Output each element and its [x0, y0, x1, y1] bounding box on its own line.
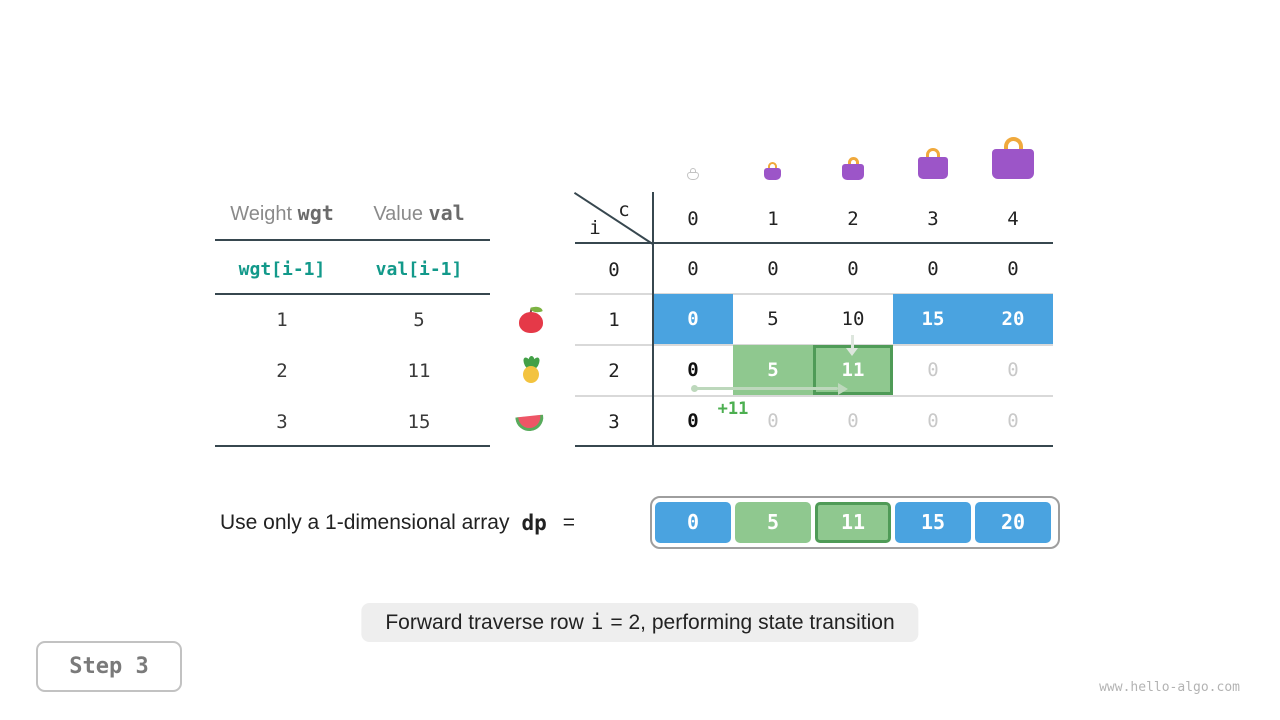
pineapple-body: [523, 366, 539, 383]
bag-handle: [847, 157, 859, 165]
item-value-1: 5: [413, 309, 425, 331]
dp-cell-0-3: 0: [927, 258, 939, 280]
grid-line: [575, 395, 1053, 397]
dp-cell-2-4: 0: [1007, 359, 1019, 381]
item-value-3: 15: [407, 411, 431, 433]
dp-cell-1-4: 20: [973, 294, 1053, 344]
status-text-post: = 2, performing state transition: [610, 611, 895, 634]
traverse-arrow-line: [695, 387, 838, 390]
wgt-code-label: wgt: [297, 201, 334, 225]
col-header-1: 1: [767, 208, 779, 230]
item-value-2: 11: [407, 360, 431, 382]
bag-icon-capacity-4: [992, 137, 1034, 179]
weight-value-1: 1: [276, 309, 288, 331]
row-label-1: 1: [608, 309, 620, 331]
dp-cell-3-4: 0: [1007, 410, 1019, 432]
corner-col-var: c: [618, 199, 630, 221]
bag-icon-capacity-2: [842, 157, 864, 180]
array-label-text: Use only a 1-dimensional array: [220, 511, 510, 534]
dp-cell-0-2: 0: [847, 258, 859, 280]
dp-cell-1-3: 15: [893, 294, 973, 344]
header-underline: [575, 242, 1053, 244]
dp-cell-2-0: 0: [687, 359, 699, 381]
corner-row-var: i: [589, 217, 601, 239]
val-code-label: val: [428, 201, 465, 225]
bag-icon-capacity-0: [687, 168, 699, 180]
watermelon-body: [515, 414, 545, 433]
status-caption: Forward traverse row i = 2, performing sta…: [361, 603, 919, 642]
value-column-header: Value val: [352, 200, 486, 226]
bag-body: [918, 157, 948, 179]
dp-cell-3-1: 0: [767, 410, 779, 432]
bag-handle: [690, 168, 696, 173]
bag-handle: [1003, 137, 1023, 150]
add-value-arrow-head: [846, 348, 858, 356]
left-table-bottom-divider: [215, 445, 490, 447]
dp-cell-3-3: 0: [927, 410, 939, 432]
step-button[interactable]: Step 3: [36, 641, 182, 692]
col-header-4: 4: [1007, 208, 1019, 230]
bag-handle: [926, 148, 940, 158]
dp-array-cell-3: 15: [895, 502, 971, 543]
col-header-2: 2: [847, 208, 859, 230]
dp-cell-0-1: 0: [767, 258, 779, 280]
dp-array-cell-2: 11: [815, 502, 891, 543]
status-code-i: i: [590, 610, 604, 634]
left-table-formula-divider: [215, 293, 490, 295]
dp-cell-0-4: 0: [1007, 258, 1019, 280]
bag-body: [842, 164, 864, 180]
col-header-0: 0: [687, 208, 699, 230]
dp-code-label: dp: [521, 511, 547, 535]
dp-cell-2-1: 5: [733, 345, 813, 395]
dp-cell-1-1: 5: [767, 308, 779, 330]
apple-body: [519, 312, 543, 333]
bag-body: [764, 168, 781, 180]
dp-cell-3-2: 0: [847, 410, 859, 432]
table-bottom-line: [575, 445, 1053, 447]
pineapple-leaf: [528, 356, 535, 368]
weight-column-header: Weight wgt: [215, 200, 349, 226]
traverse-arrow-head: [838, 382, 848, 395]
wgt-formula: wgt[i-1]: [238, 259, 326, 280]
weight-label: Weight: [230, 203, 293, 225]
row-label-3: 3: [608, 411, 620, 433]
value-label: Value: [373, 203, 423, 225]
dp-cell-0-0: 0: [687, 258, 699, 280]
traverse-arrow-origin-dot: [691, 385, 698, 392]
row-label-divider: [652, 192, 654, 447]
watermark: www.hello-algo.com: [1099, 680, 1240, 695]
dp-array-cell-4: 20: [975, 502, 1051, 543]
grid-line: [575, 293, 1053, 295]
pineapple-icon: [517, 356, 545, 384]
bag-handle: [768, 162, 777, 169]
bag-body: [687, 172, 699, 180]
dp-array-cell-1: 5: [735, 502, 811, 543]
dp-cell-1-0: 0: [653, 294, 733, 344]
val-formula: val[i-1]: [375, 259, 463, 280]
weight-value-3: 3: [276, 411, 288, 433]
col-header-3: 3: [927, 208, 939, 230]
bag-icon-capacity-1: [764, 162, 781, 180]
status-text-pre: Forward traverse row: [385, 611, 584, 634]
left-table-header-divider: [215, 239, 490, 241]
equals-sign: =: [562, 511, 576, 534]
bag-icon-capacity-3: [918, 148, 948, 179]
row-label-0: 0: [608, 259, 620, 281]
watermelon-icon: [515, 408, 545, 436]
grid-line: [575, 344, 1053, 346]
dp-array-cell-0: 0: [655, 502, 731, 543]
dp-cell-2-3: 0: [927, 359, 939, 381]
bag-body: [992, 149, 1034, 179]
plus-value-annotation: +11: [717, 399, 749, 419]
dp-cell-1-2: 10: [841, 308, 865, 330]
array-section-label: Use only a 1-dimensional array dp =: [220, 506, 575, 540]
add-value-arrow-line: [851, 335, 854, 349]
apple-icon: [517, 304, 545, 334]
row-label-2: 2: [608, 360, 620, 382]
dp-cell-3-0: 0: [687, 410, 699, 432]
weight-value-2: 2: [276, 360, 288, 382]
